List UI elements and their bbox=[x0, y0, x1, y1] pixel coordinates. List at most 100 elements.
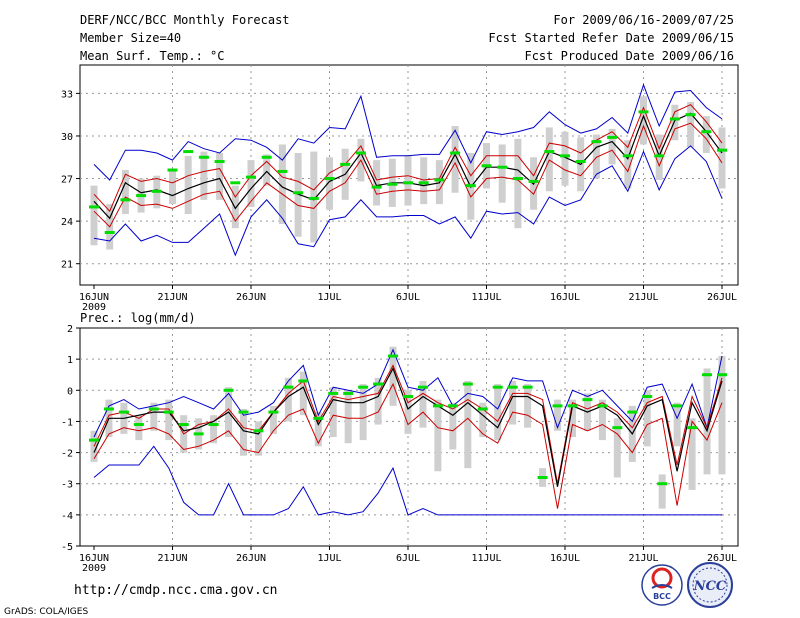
temp-box-35 bbox=[640, 96, 647, 145]
temp-box-32 bbox=[592, 134, 600, 179]
prec-box-13 bbox=[284, 377, 292, 422]
prec-x-tick-label: 26JUN bbox=[236, 553, 266, 564]
temp-x-year-label: 2009 bbox=[82, 302, 106, 313]
prec-box-26 bbox=[479, 402, 487, 437]
produced-date: Fcst Produced Date 2009/06/16 bbox=[524, 49, 734, 63]
prec-box-15 bbox=[314, 412, 322, 447]
prec-box-14 bbox=[299, 371, 307, 416]
prec-box-17 bbox=[344, 390, 352, 444]
refer-date: Fcst Started Refer Date 2009/06/15 bbox=[488, 31, 734, 45]
temp-x-tick-label: 16JUL bbox=[550, 292, 580, 303]
temp-box-23 bbox=[451, 126, 459, 193]
prec-box-23 bbox=[434, 399, 442, 472]
prec-line-max bbox=[93, 348, 723, 438]
temp-x-tick-label: 16JUN bbox=[79, 292, 109, 303]
prec-box-28 bbox=[509, 380, 517, 425]
prec-x-year-label: 2009 bbox=[82, 563, 106, 574]
prec-box-19 bbox=[374, 377, 382, 425]
prec-box-11 bbox=[254, 421, 262, 456]
temperature-panel: 21 24 27 30 33 16JUN 21JUN 26JUN 1JUL 6JUL 11JUL 16… bbox=[61, 64, 739, 313]
bcc-logo-text: BCC bbox=[653, 592, 671, 601]
precip-panel-title: Prec.: log(mm/d) bbox=[80, 311, 196, 325]
temp-box-30 bbox=[561, 131, 569, 186]
prec-box-16 bbox=[329, 387, 337, 437]
prec-box-24 bbox=[449, 402, 457, 450]
prec-plot-frame bbox=[79, 327, 739, 547]
prec-x-tick-label: 21JUL bbox=[628, 553, 658, 564]
prec-box-29 bbox=[524, 384, 532, 428]
prec-x-tick-label: 1JUL bbox=[317, 553, 341, 564]
temp-box-27 bbox=[514, 138, 522, 229]
temp-line-upper bbox=[93, 104, 723, 213]
prec-box-22 bbox=[419, 380, 427, 428]
temp-x-tick-label: 6JUL bbox=[396, 292, 420, 303]
prec-line-mean bbox=[93, 367, 723, 487]
prec-box-42 bbox=[718, 356, 726, 475]
temp-x-tick-label: 21JUL bbox=[628, 292, 658, 303]
source-url[interactable]: http://cmdp.ncc.cma.gov.cn bbox=[74, 583, 278, 598]
prec-box-40 bbox=[688, 418, 696, 490]
temp-box-9 bbox=[231, 185, 239, 229]
prec-x-tick-label: 11JUL bbox=[471, 553, 501, 564]
prec-box-34 bbox=[598, 399, 606, 441]
ncc-logo: NCC bbox=[687, 562, 733, 608]
temp-box-13 bbox=[294, 153, 302, 237]
prec-line-lower bbox=[93, 382, 723, 509]
prec-y-tick-label: -2 bbox=[61, 449, 73, 460]
temp-x-tick-label: 21JUN bbox=[157, 292, 187, 303]
temp-x-tick-label: 26JUN bbox=[236, 292, 266, 303]
prec-box-0 bbox=[90, 430, 98, 462]
temp-box-18 bbox=[373, 160, 381, 206]
temp-box-10 bbox=[247, 160, 255, 207]
prec-y-tick-label: 2 bbox=[67, 324, 73, 335]
prec-box-38 bbox=[658, 474, 666, 509]
temp-x-tick-label: 11JUL bbox=[471, 292, 501, 303]
temp-box-0 bbox=[90, 185, 98, 246]
prec-box-32 bbox=[568, 399, 576, 437]
prec-box-4 bbox=[150, 402, 158, 431]
prec-line-upper bbox=[93, 364, 723, 484]
prec-box-18 bbox=[359, 384, 367, 441]
temp-box-21 bbox=[420, 157, 428, 205]
variable-label: Mean Surf. Temp.: °C bbox=[80, 49, 225, 63]
temp-line-max bbox=[93, 83, 723, 181]
temp-y-tick-label: 30 bbox=[61, 132, 73, 143]
temp-y-tick-label: 33 bbox=[61, 89, 73, 100]
prec-box-39 bbox=[673, 402, 681, 447]
prec-box-12 bbox=[269, 405, 277, 434]
temp-box-11 bbox=[263, 154, 271, 186]
prec-y-tick-label: 1 bbox=[67, 355, 73, 366]
temp-box-34 bbox=[624, 140, 632, 189]
prec-box-8 bbox=[210, 415, 218, 444]
prec-y-tick-label: -1 bbox=[61, 417, 73, 428]
temp-box-38 bbox=[687, 101, 695, 148]
grads-credit: GrADS: COLA/IGES bbox=[4, 607, 88, 617]
precipitation-panel: -5 -4 -3 -2 -1 0 1 2 16JUN 21JUN 26JUN 1JUL 6JUL 11JU… bbox=[61, 324, 739, 574]
prec-y-tick-label: -4 bbox=[61, 511, 73, 522]
temp-box-15 bbox=[326, 157, 333, 210]
prec-box-41 bbox=[703, 368, 711, 475]
prec-x-tick-label: 6JUL bbox=[396, 553, 420, 564]
temp-box-33 bbox=[608, 128, 616, 165]
temp-box-26 bbox=[498, 144, 506, 203]
prec-box-20 bbox=[389, 346, 397, 406]
temp-box-5 bbox=[169, 168, 176, 205]
prec-box-37 bbox=[643, 390, 651, 447]
temp-y-tick-label: 27 bbox=[61, 175, 73, 186]
prec-x-tick-label: 21JUN bbox=[157, 553, 187, 564]
prec-line-min bbox=[93, 445, 722, 516]
forecast-period: For 2009/06/16-2009/07/25 bbox=[553, 13, 734, 27]
temp-box-6 bbox=[184, 155, 192, 215]
temp-plot-frame bbox=[79, 64, 739, 286]
prec-x-tick-label: 16JUN bbox=[79, 553, 109, 564]
prec-box-31 bbox=[554, 399, 562, 431]
temp-box-12 bbox=[278, 144, 286, 224]
prec-box-3 bbox=[135, 415, 143, 441]
prec-x-tick-label: 16JUL bbox=[550, 553, 580, 564]
temp-box-8 bbox=[216, 153, 224, 200]
ncc-logo-text: NCC bbox=[693, 579, 727, 594]
prec-box-27 bbox=[494, 384, 502, 441]
temp-box-29 bbox=[545, 127, 553, 192]
temp-box-40 bbox=[718, 127, 726, 189]
